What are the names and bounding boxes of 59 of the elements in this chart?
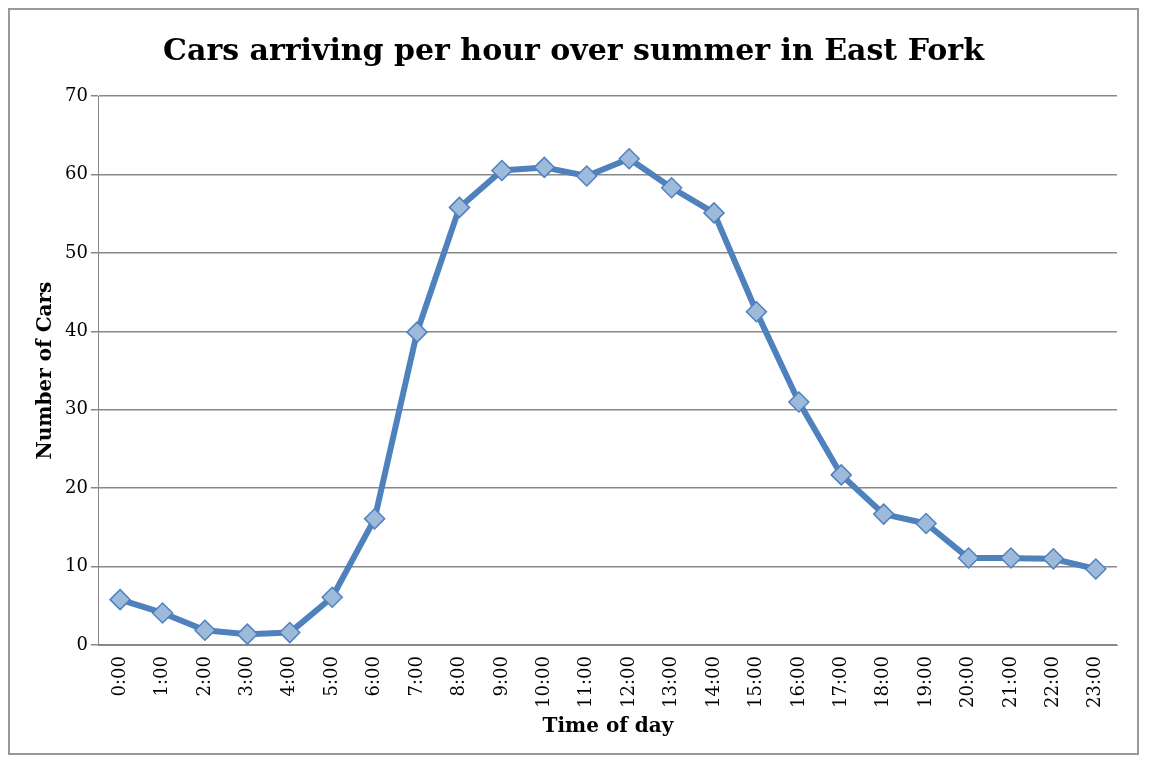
x-tick-label: 16:00 [786, 656, 808, 708]
point [194, 619, 216, 641]
x-tick-label: 11:00 [574, 656, 596, 708]
x-axis-title: Time of day [542, 713, 675, 738]
point [1085, 558, 1107, 580]
point [1000, 547, 1022, 569]
point [321, 586, 343, 609]
x-tick-label: 12:00 [616, 656, 638, 708]
point [957, 547, 980, 569]
x-tick-label: 22:00 [1041, 656, 1063, 708]
x-tick-label: 18:00 [871, 656, 893, 708]
x-tick-label: 19:00 [913, 656, 935, 708]
point [703, 202, 725, 224]
y-tick-label: 50 [65, 240, 88, 262]
x-tick-label: 21:00 [998, 656, 1020, 708]
x-tick-label: 2:00 [192, 656, 214, 697]
point [915, 512, 937, 535]
y-tick-label: 40 [65, 319, 88, 341]
x-tick-label: 17:00 [828, 656, 850, 708]
point [279, 621, 301, 644]
x-tick-label: 15:00 [744, 656, 766, 708]
point [660, 177, 683, 199]
point [406, 321, 428, 343]
point [575, 165, 598, 187]
point [788, 391, 810, 413]
x-tick-label: 4:00 [277, 656, 299, 697]
point [1042, 548, 1065, 570]
point [491, 159, 513, 182]
x-tick-label: 14:00 [701, 656, 723, 708]
point [745, 300, 768, 323]
y-tick-label: 30 [65, 397, 88, 419]
point [151, 602, 174, 624]
y-axis-title: Number of Cars [32, 281, 57, 460]
x-tick-label: 8:00 [447, 656, 469, 697]
x-tick-label: 5:00 [319, 656, 341, 697]
point [448, 196, 471, 219]
point [533, 156, 556, 179]
x-tick-label: 20:00 [956, 656, 978, 708]
point [830, 464, 853, 486]
y-tick-label: 20 [65, 475, 88, 497]
x-tick-label: 9:00 [489, 656, 511, 697]
x-tick-label: 13:00 [659, 656, 681, 708]
point [872, 503, 895, 525]
y-tick-label: 10 [65, 554, 88, 576]
x-tick-label: 1:00 [150, 656, 172, 697]
x-tick-label: 23:00 [1083, 656, 1105, 708]
y-tick-label: 0 [76, 632, 88, 654]
point [363, 508, 386, 530]
x-tick-label: 7:00 [404, 656, 426, 697]
point [109, 588, 131, 611]
y-tick-label: 70 [65, 83, 88, 105]
x-tick-label: 0:00 [107, 656, 129, 697]
x-tick-label: 6:00 [362, 656, 384, 697]
point [618, 148, 640, 170]
y-tick-label: 60 [65, 162, 88, 184]
x-tick-label: 3:00 [235, 656, 257, 697]
point [236, 623, 259, 645]
chart-title: Cars arriving per hour over summer in East Fork [163, 31, 986, 67]
x-tick-label: 10:00 [531, 656, 553, 708]
